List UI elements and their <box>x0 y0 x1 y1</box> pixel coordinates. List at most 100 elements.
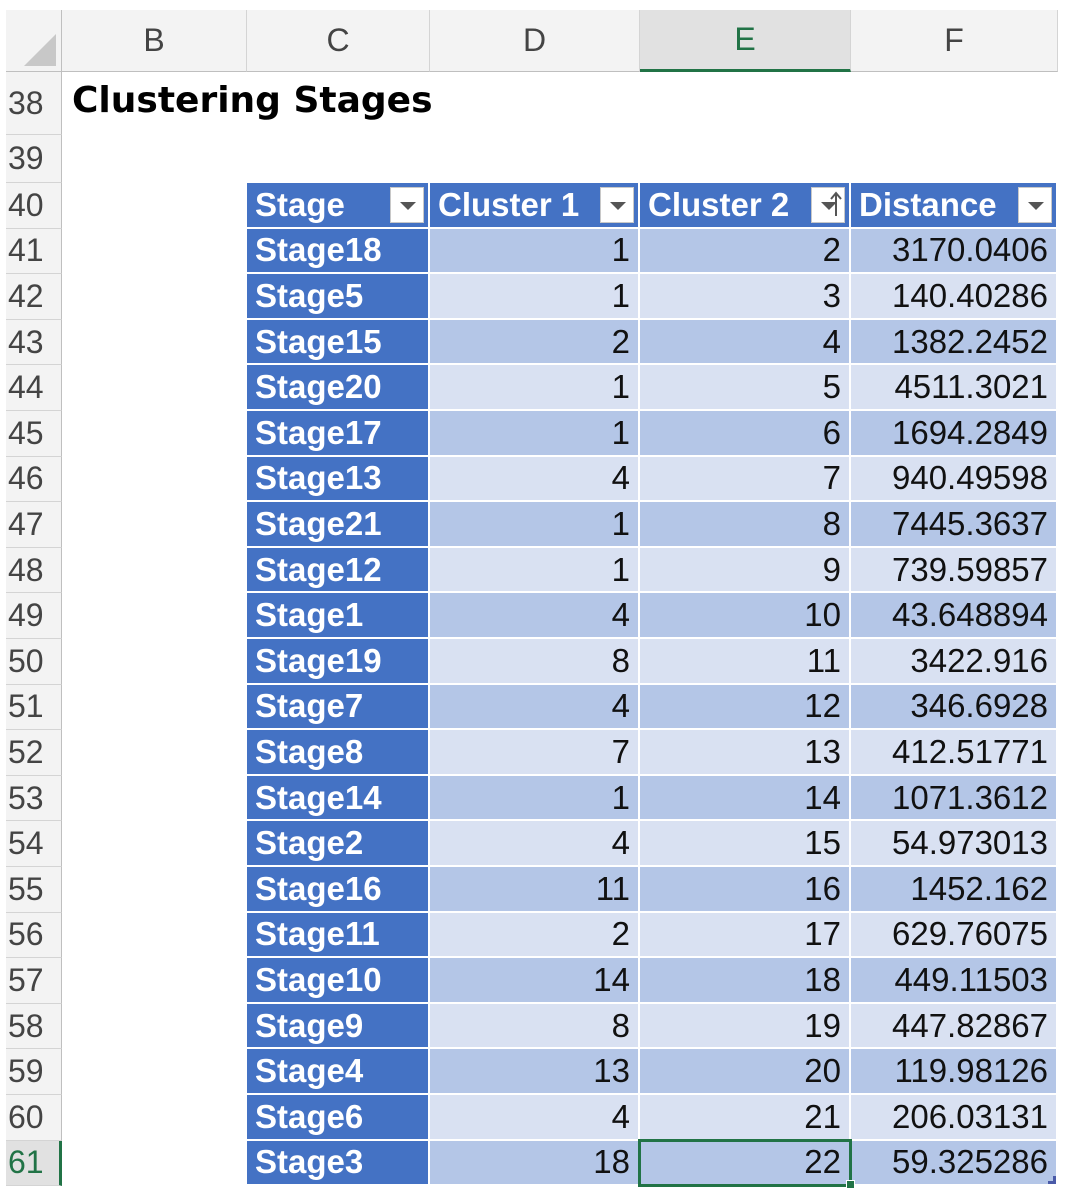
number-cell[interactable]: 43.648894 <box>851 593 1058 639</box>
row-header[interactable]: 51 <box>6 684 62 731</box>
stage-cell[interactable]: Stage4 <box>247 1049 430 1095</box>
number-cell[interactable]: 449.11503 <box>851 958 1058 1004</box>
number-cell[interactable]: 1071.3612 <box>851 775 1058 822</box>
number-cell[interactable]: 3422.916 <box>851 639 1058 685</box>
number-cell[interactable]: 1 <box>430 775 640 822</box>
number-cell[interactable]: 12 <box>640 684 851 731</box>
row-header[interactable]: 50 <box>6 639 62 685</box>
number-cell[interactable]: 4 <box>430 684 640 731</box>
row-header[interactable]: 61 <box>6 1140 62 1187</box>
number-cell[interactable]: 13 <box>430 1049 640 1095</box>
number-cell[interactable]: 11 <box>640 639 851 685</box>
number-cell[interactable]: 4 <box>430 821 640 867</box>
number-cell[interactable]: 11 <box>430 867 640 913</box>
number-cell[interactable]: 13 <box>640 730 851 776</box>
stage-cell[interactable]: Stage21 <box>247 502 430 548</box>
filter-button[interactable] <box>1018 187 1052 223</box>
row-header[interactable]: 48 <box>6 547 62 594</box>
row-header[interactable]: 49 <box>6 593 62 639</box>
number-cell[interactable]: 447.82867 <box>851 1003 1058 1050</box>
row-header[interactable]: 41 <box>6 228 62 275</box>
number-cell[interactable]: 1 <box>430 365 640 411</box>
fill-handle[interactable] <box>846 1180 855 1190</box>
number-cell[interactable]: 1 <box>430 502 640 548</box>
row-header[interactable]: 54 <box>6 821 62 867</box>
filter-button[interactable] <box>390 187 424 223</box>
column-header[interactable]: D <box>430 10 640 72</box>
number-cell[interactable]: 1 <box>430 274 640 320</box>
row-header[interactable]: 56 <box>6 912 62 959</box>
row-header[interactable]: 44 <box>6 365 62 411</box>
number-cell[interactable]: 17 <box>640 912 851 959</box>
number-cell[interactable]: 1382.2452 <box>851 319 1058 366</box>
stage-cell[interactable]: Stage18 <box>247 228 430 275</box>
stage-cell[interactable]: Stage13 <box>247 456 430 503</box>
row-header[interactable]: 42 <box>6 274 62 320</box>
number-cell[interactable]: 16 <box>640 867 851 913</box>
number-cell[interactable]: 346.6928 <box>851 684 1058 731</box>
number-cell[interactable]: 4 <box>640 319 851 366</box>
filter-button[interactable] <box>811 187 845 223</box>
number-cell[interactable]: 14 <box>640 775 851 822</box>
stage-cell[interactable]: Stage9 <box>247 1003 430 1050</box>
column-header[interactable]: F <box>851 10 1058 72</box>
column-header[interactable]: C <box>247 10 430 72</box>
number-cell[interactable]: 6 <box>640 411 851 457</box>
number-cell[interactable]: 3 <box>640 274 851 320</box>
stage-cell[interactable]: Stage16 <box>247 867 430 913</box>
number-cell[interactable]: 412.51771 <box>851 730 1058 776</box>
row-header[interactable]: 47 <box>6 502 62 548</box>
number-cell[interactable]: 1 <box>430 228 640 275</box>
number-cell[interactable]: 7 <box>430 730 640 776</box>
stage-cell[interactable]: Stage1 <box>247 593 430 639</box>
number-cell[interactable]: 4 <box>430 1095 640 1141</box>
stage-cell[interactable]: Stage15 <box>247 319 430 366</box>
number-cell[interactable]: 8 <box>430 639 640 685</box>
stage-cell[interactable]: Stage6 <box>247 1095 430 1141</box>
stage-cell[interactable]: Stage3 <box>247 1140 430 1187</box>
row-header[interactable]: 43 <box>6 319 62 366</box>
row-header[interactable]: 45 <box>6 411 62 457</box>
stage-cell[interactable]: Stage12 <box>247 547 430 594</box>
row-header[interactable]: 57 <box>6 958 62 1004</box>
number-cell[interactable]: 940.49598 <box>851 456 1058 503</box>
number-cell[interactable]: 140.40286 <box>851 274 1058 320</box>
table-resize-handle[interactable] <box>1048 1176 1056 1185</box>
number-cell[interactable]: 59.325286 <box>851 1140 1058 1187</box>
stage-cell[interactable]: Stage20 <box>247 365 430 411</box>
filter-button[interactable] <box>600 187 634 223</box>
number-cell[interactable]: 7445.3637 <box>851 502 1058 548</box>
number-cell[interactable]: 8 <box>430 1003 640 1050</box>
row-header[interactable]: 39 <box>6 135 62 183</box>
number-cell[interactable]: 9 <box>640 547 851 594</box>
row-header[interactable]: 60 <box>6 1095 62 1141</box>
number-cell[interactable]: 1 <box>430 411 640 457</box>
stage-cell[interactable]: Stage17 <box>247 411 430 457</box>
stage-cell[interactable]: Stage19 <box>247 639 430 685</box>
number-cell[interactable]: 15 <box>640 821 851 867</box>
stage-cell[interactable]: Stage8 <box>247 730 430 776</box>
row-header[interactable]: 40 <box>6 183 62 229</box>
row-header[interactable]: 59 <box>6 1049 62 1095</box>
stage-cell[interactable]: Stage11 <box>247 912 430 959</box>
number-cell[interactable]: 1694.2849 <box>851 411 1058 457</box>
number-cell[interactable]: 14 <box>430 958 640 1004</box>
number-cell[interactable]: 18 <box>430 1140 640 1187</box>
stage-cell[interactable]: Stage14 <box>247 775 430 822</box>
number-cell[interactable]: 54.973013 <box>851 821 1058 867</box>
number-cell[interactable]: 21 <box>640 1095 851 1141</box>
stage-cell[interactable]: Stage2 <box>247 821 430 867</box>
number-cell[interactable]: 19 <box>640 1003 851 1050</box>
row-header[interactable]: 52 <box>6 730 62 776</box>
row-header[interactable]: 55 <box>6 867 62 913</box>
number-cell[interactable]: 7 <box>640 456 851 503</box>
column-header[interactable]: E <box>640 10 851 72</box>
column-header[interactable]: B <box>62 10 247 72</box>
number-cell[interactable]: 4 <box>430 593 640 639</box>
number-cell[interactable]: 10 <box>640 593 851 639</box>
number-cell[interactable]: 1 <box>430 547 640 594</box>
number-cell[interactable]: 20 <box>640 1049 851 1095</box>
number-cell[interactable]: 4 <box>430 456 640 503</box>
row-header[interactable]: 58 <box>6 1003 62 1050</box>
select-all[interactable] <box>6 10 62 72</box>
